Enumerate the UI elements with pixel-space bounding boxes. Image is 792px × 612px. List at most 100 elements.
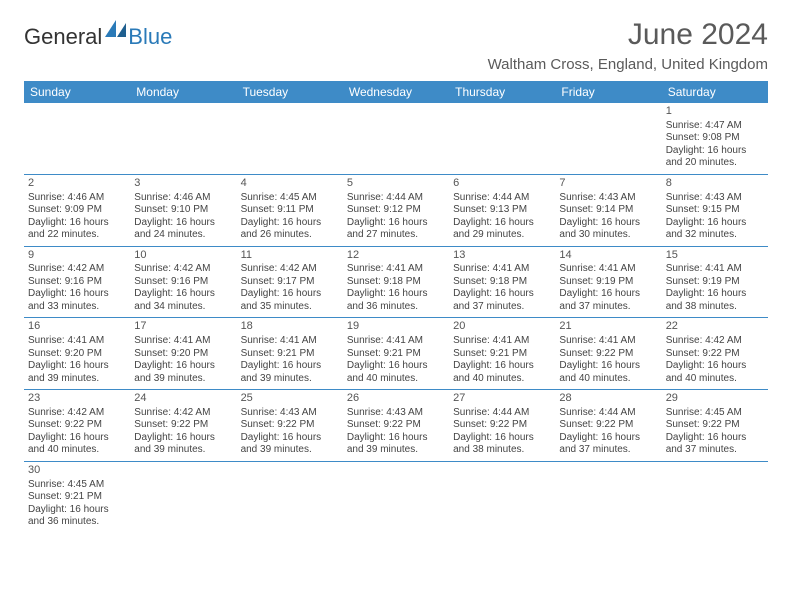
weekday-header: Tuesday	[237, 81, 343, 103]
daylight-line-2: and 20 minutes.	[666, 157, 764, 170]
calendar-empty-cell	[343, 462, 449, 533]
daylight-line-2: and 37 minutes.	[559, 444, 657, 457]
daylight-line-2: and 35 minutes.	[241, 301, 339, 314]
daylight-line-2: and 34 minutes.	[134, 301, 232, 314]
daylight-line-1: Daylight: 16 hours	[453, 217, 551, 230]
day-number: 18	[241, 320, 339, 334]
logo-text-blue: Blue	[128, 24, 172, 50]
calendar-empty-cell	[449, 462, 555, 533]
day-number: 7	[559, 177, 657, 191]
daylight-line-1: Daylight: 16 hours	[347, 288, 445, 301]
sunrise-line: Sunrise: 4:41 AM	[347, 335, 445, 348]
calendar-week-row: 2Sunrise: 4:46 AMSunset: 9:09 PMDaylight…	[24, 175, 768, 247]
calendar-empty-cell	[237, 462, 343, 533]
daylight-line-2: and 30 minutes.	[559, 229, 657, 242]
sunset-line: Sunset: 9:17 PM	[241, 276, 339, 289]
daylight-line-2: and 40 minutes.	[347, 373, 445, 386]
sunrise-line: Sunrise: 4:46 AM	[28, 192, 126, 205]
daylight-line-1: Daylight: 16 hours	[241, 217, 339, 230]
day-number: 5	[347, 177, 445, 191]
daylight-line-2: and 36 minutes.	[28, 516, 126, 529]
sunset-line: Sunset: 9:22 PM	[666, 419, 764, 432]
daylight-line-1: Daylight: 16 hours	[134, 432, 232, 445]
day-number: 14	[559, 249, 657, 263]
daylight-line-1: Daylight: 16 hours	[241, 432, 339, 445]
day-number: 15	[666, 249, 764, 263]
sunrise-line: Sunrise: 4:41 AM	[347, 263, 445, 276]
day-number: 24	[134, 392, 232, 406]
daylight-line-1: Daylight: 16 hours	[666, 145, 764, 158]
calendar-page: General Blue June 2024 Waltham Cross, En…	[0, 0, 792, 551]
weekday-header: Saturday	[662, 81, 768, 103]
daylight-line-1: Daylight: 16 hours	[134, 217, 232, 230]
calendar-week-row: 9Sunrise: 4:42 AMSunset: 9:16 PMDaylight…	[24, 247, 768, 319]
sunset-line: Sunset: 9:22 PM	[666, 348, 764, 361]
weekday-header: Monday	[130, 81, 236, 103]
sunset-line: Sunset: 9:19 PM	[666, 276, 764, 289]
daylight-line-2: and 33 minutes.	[28, 301, 126, 314]
calendar-empty-cell	[449, 103, 555, 174]
calendar-day-cell: 26Sunrise: 4:43 AMSunset: 9:22 PMDayligh…	[343, 390, 449, 461]
daylight-line-2: and 40 minutes.	[666, 373, 764, 386]
calendar-grid: Sunday Monday Tuesday Wednesday Thursday…	[24, 81, 768, 533]
calendar-empty-cell	[237, 103, 343, 174]
calendar-week-row: 30Sunrise: 4:45 AMSunset: 9:21 PMDayligh…	[24, 462, 768, 533]
calendar-week-row: 1Sunrise: 4:47 AMSunset: 9:08 PMDaylight…	[24, 103, 768, 175]
day-number: 10	[134, 249, 232, 263]
daylight-line-1: Daylight: 16 hours	[453, 288, 551, 301]
calendar-day-cell: 12Sunrise: 4:41 AMSunset: 9:18 PMDayligh…	[343, 247, 449, 318]
logo-text-general: General	[24, 24, 102, 50]
daylight-line-2: and 36 minutes.	[347, 301, 445, 314]
daylight-line-2: and 38 minutes.	[453, 444, 551, 457]
daylight-line-1: Daylight: 16 hours	[347, 432, 445, 445]
sunset-line: Sunset: 9:15 PM	[666, 204, 764, 217]
daylight-line-1: Daylight: 16 hours	[453, 360, 551, 373]
daylight-line-2: and 39 minutes.	[347, 444, 445, 457]
daylight-line-2: and 39 minutes.	[134, 444, 232, 457]
sunrise-line: Sunrise: 4:41 AM	[666, 263, 764, 276]
daylight-line-1: Daylight: 16 hours	[134, 288, 232, 301]
calendar-day-cell: 17Sunrise: 4:41 AMSunset: 9:20 PMDayligh…	[130, 318, 236, 389]
sunrise-line: Sunrise: 4:44 AM	[453, 407, 551, 420]
day-number: 17	[134, 320, 232, 334]
sunrise-line: Sunrise: 4:42 AM	[134, 407, 232, 420]
calendar-day-cell: 4Sunrise: 4:45 AMSunset: 9:11 PMDaylight…	[237, 175, 343, 246]
calendar-empty-cell	[130, 462, 236, 533]
sunrise-line: Sunrise: 4:41 AM	[241, 335, 339, 348]
day-number: 25	[241, 392, 339, 406]
calendar-day-cell: 27Sunrise: 4:44 AMSunset: 9:22 PMDayligh…	[449, 390, 555, 461]
sunrise-line: Sunrise: 4:41 AM	[453, 335, 551, 348]
logo-sail-icon	[105, 20, 127, 43]
daylight-line-2: and 27 minutes.	[347, 229, 445, 242]
calendar-empty-cell	[662, 462, 768, 533]
daylight-line-2: and 37 minutes.	[559, 301, 657, 314]
daylight-line-2: and 37 minutes.	[453, 301, 551, 314]
sunrise-line: Sunrise: 4:41 AM	[28, 335, 126, 348]
day-number: 21	[559, 320, 657, 334]
daylight-line-1: Daylight: 16 hours	[559, 360, 657, 373]
daylight-line-2: and 38 minutes.	[666, 301, 764, 314]
sunrise-line: Sunrise: 4:42 AM	[666, 335, 764, 348]
sunset-line: Sunset: 9:20 PM	[134, 348, 232, 361]
calendar-day-cell: 13Sunrise: 4:41 AMSunset: 9:18 PMDayligh…	[449, 247, 555, 318]
daylight-line-1: Daylight: 16 hours	[666, 288, 764, 301]
calendar-day-cell: 3Sunrise: 4:46 AMSunset: 9:10 PMDaylight…	[130, 175, 236, 246]
sunset-line: Sunset: 9:22 PM	[559, 348, 657, 361]
daylight-line-2: and 40 minutes.	[28, 444, 126, 457]
daylight-line-2: and 24 minutes.	[134, 229, 232, 242]
daylight-line-2: and 39 minutes.	[241, 373, 339, 386]
sunset-line: Sunset: 9:20 PM	[28, 348, 126, 361]
daylight-line-1: Daylight: 16 hours	[666, 360, 764, 373]
day-number: 11	[241, 249, 339, 263]
sunrise-line: Sunrise: 4:45 AM	[666, 407, 764, 420]
sunrise-line: Sunrise: 4:41 AM	[134, 335, 232, 348]
calendar-day-cell: 11Sunrise: 4:42 AMSunset: 9:17 PMDayligh…	[237, 247, 343, 318]
daylight-line-2: and 40 minutes.	[453, 373, 551, 386]
sunrise-line: Sunrise: 4:43 AM	[666, 192, 764, 205]
calendar-day-cell: 16Sunrise: 4:41 AMSunset: 9:20 PMDayligh…	[24, 318, 130, 389]
sunset-line: Sunset: 9:19 PM	[559, 276, 657, 289]
sunset-line: Sunset: 9:09 PM	[28, 204, 126, 217]
calendar-day-cell: 21Sunrise: 4:41 AMSunset: 9:22 PMDayligh…	[555, 318, 661, 389]
logo: General Blue	[24, 24, 172, 50]
month-title: June 2024	[488, 18, 768, 52]
